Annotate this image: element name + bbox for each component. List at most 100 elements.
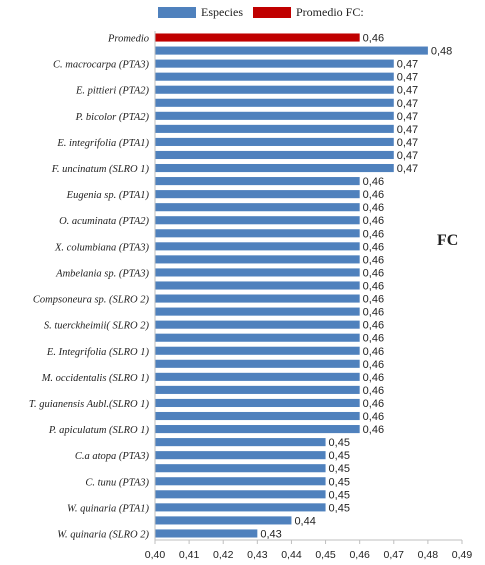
- category-label: Eugenia sp. (PTA1): [66, 190, 150, 201]
- data-label: 0,46: [363, 294, 384, 306]
- bar: [155, 150, 394, 160]
- data-label: 0,43: [260, 528, 281, 540]
- category-label: E. Integrifolia (SLRO 1): [46, 347, 150, 358]
- bar: [155, 385, 360, 394]
- data-label: 0,46: [363, 254, 384, 266]
- x-tick-label: 0,48: [418, 549, 439, 561]
- category-label: E. pittieri (PTA2): [75, 86, 150, 97]
- data-label: 0,47: [397, 72, 418, 84]
- bar: [155, 229, 360, 238]
- bar: [155, 464, 326, 473]
- data-label: 0,45: [329, 489, 350, 501]
- data-label: 0,46: [363, 333, 384, 345]
- bar: [155, 425, 360, 434]
- x-tick-label: 0,44: [281, 549, 302, 561]
- bar: [155, 163, 394, 173]
- bar: [155, 438, 326, 447]
- bar: [155, 190, 360, 199]
- data-label: 0,47: [397, 98, 418, 110]
- x-tick-label: 0,42: [213, 549, 234, 561]
- bar: [155, 516, 292, 525]
- bar: [155, 242, 360, 251]
- bar: [155, 294, 360, 303]
- category-label: M. occidentalis (SLRO 1): [41, 373, 150, 384]
- bar: [155, 268, 360, 277]
- data-label: 0,46: [363, 189, 384, 201]
- data-label: 0,46: [363, 33, 384, 45]
- category-label: W. quinaria (PTA1): [67, 503, 149, 514]
- data-label: 0,45: [329, 476, 350, 488]
- bar: [155, 529, 258, 538]
- category-label: O. acuminata (PTA2): [59, 216, 149, 227]
- x-tick-label: 0,41: [179, 549, 200, 561]
- data-label: 0,46: [363, 411, 384, 423]
- legend-species-swatch: [158, 7, 196, 18]
- data-label: 0,45: [329, 463, 350, 475]
- bar: [155, 33, 360, 42]
- bar: [155, 411, 360, 421]
- data-label: 0,46: [363, 385, 384, 397]
- data-label: 0,46: [363, 215, 384, 227]
- data-label: 0,46: [363, 307, 384, 319]
- data-label: 0,46: [363, 202, 384, 214]
- data-label: 0,46: [363, 424, 384, 436]
- category-label: W. quinaria (SLRO 2): [57, 529, 149, 540]
- bar: [155, 177, 360, 186]
- data-label: 0,47: [397, 85, 418, 97]
- x-tick-label: 0,43: [247, 549, 268, 561]
- bar: [155, 124, 394, 133]
- x-tick-label: 0,49: [452, 549, 473, 561]
- data-label: 0,44: [294, 515, 315, 527]
- bar: [155, 85, 394, 94]
- bar: [155, 346, 360, 355]
- bar: [155, 333, 360, 342]
- legend-species-label: Especies: [201, 5, 243, 19]
- category-label: Promedio: [107, 34, 149, 45]
- bar: [155, 203, 360, 212]
- data-label: 0,47: [397, 163, 418, 175]
- bar: [155, 59, 394, 68]
- bar: [155, 477, 326, 486]
- category-label: E. integrifolia (PTA1): [56, 138, 149, 149]
- category-label: C.a atopa (PTA3): [75, 451, 150, 462]
- bar: [155, 372, 360, 381]
- data-label: 0,47: [397, 111, 418, 123]
- data-label: 0,46: [363, 241, 384, 253]
- category-label: X. columbiana (PTA3): [54, 242, 150, 253]
- category-label: S. tuerckheimii( SLRO 2): [44, 321, 150, 332]
- bar: [155, 503, 326, 512]
- x-tick-label: 0,45: [315, 549, 336, 561]
- bar: [155, 216, 360, 225]
- data-label: 0,45: [329, 437, 350, 449]
- bar: [155, 451, 326, 460]
- category-label: C. macrocarpa (PTA3): [53, 60, 149, 71]
- data-label: 0,46: [363, 176, 384, 188]
- bar: [155, 398, 360, 408]
- bar: [155, 46, 428, 55]
- data-label: 0,47: [397, 137, 418, 149]
- category-label: P. bicolor (PTA2): [75, 112, 150, 123]
- legend-average-label: Promedio FC:: [296, 5, 364, 19]
- data-label: 0,45: [329, 502, 350, 514]
- bar: [155, 281, 360, 290]
- bar: [155, 255, 360, 264]
- category-label: C. tunu (PTA3): [85, 477, 149, 488]
- category-label: Ambelania sp. (PTA3): [55, 268, 149, 279]
- data-label: 0,46: [363, 398, 384, 410]
- bar: [155, 307, 360, 316]
- x-tick-label: 0,47: [384, 549, 405, 561]
- data-label: 0,45: [329, 450, 350, 462]
- x-tick-label: 0,40: [145, 549, 166, 561]
- data-label: 0,47: [397, 124, 418, 136]
- legend-average-swatch: [253, 7, 291, 18]
- data-label: 0,47: [397, 59, 418, 71]
- data-label: 0,46: [363, 281, 384, 293]
- category-label: P. apiculatum (SLRO 1): [48, 425, 150, 436]
- bar: [155, 359, 360, 368]
- data-label: 0,48: [431, 46, 452, 58]
- bar: [155, 490, 326, 499]
- data-label: 0,46: [363, 359, 384, 371]
- bar: [155, 137, 394, 146]
- category-label: Compsoneura sp. (SLRO 2): [33, 295, 150, 306]
